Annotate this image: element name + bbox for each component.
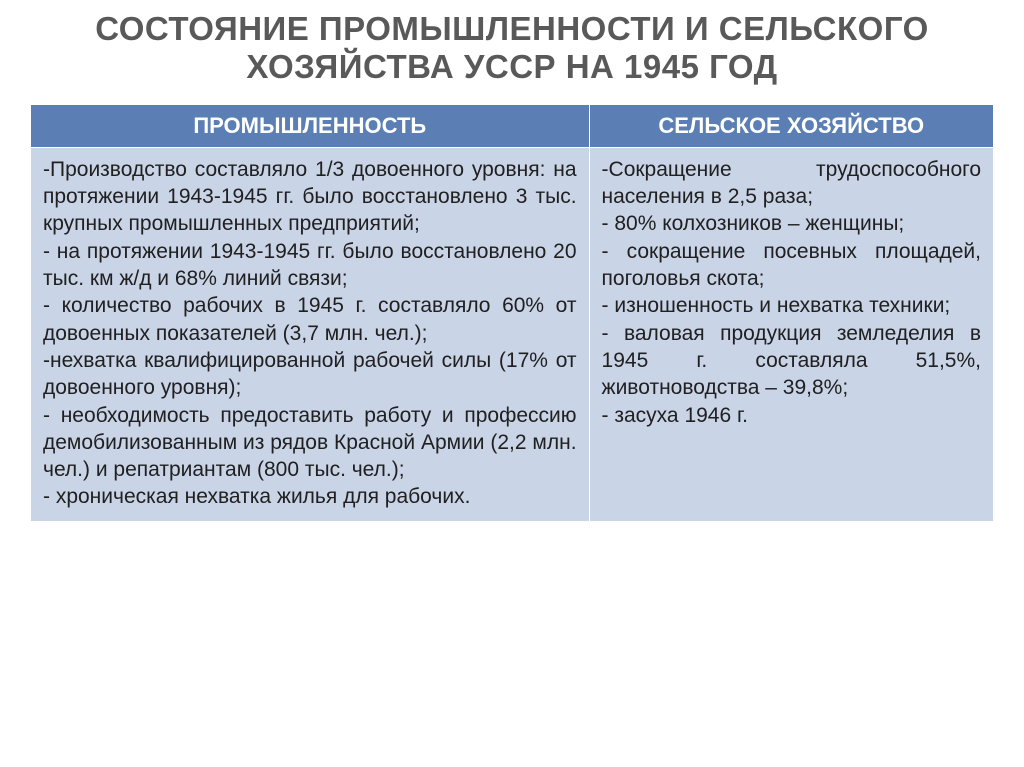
cell-industry: -Производство составляло 1/3 довоенного … xyxy=(31,147,590,521)
cell-agriculture: -Сокращение трудоспособного населения в … xyxy=(589,147,993,521)
comparison-table: ПРОМЫШЛЕННОСТЬ СЕЛЬСКОЕ ХОЗЯЙСТВО -Произ… xyxy=(30,104,994,522)
table-row: -Производство составляло 1/3 довоенного … xyxy=(31,147,994,521)
header-agriculture: СЕЛЬСКОЕ ХОЗЯЙСТВО xyxy=(589,104,993,147)
table-header-row: ПРОМЫШЛЕННОСТЬ СЕЛЬСКОЕ ХОЗЯЙСТВО xyxy=(31,104,994,147)
slide-title: СОСТОЯНИЕ ПРОМЫШЛЕННОСТИ И СЕЛЬСКОГО ХОЗ… xyxy=(30,10,994,86)
header-industry: ПРОМЫШЛЕННОСТЬ xyxy=(31,104,590,147)
slide-container: СОСТОЯНИЕ ПРОМЫШЛЕННОСТИ И СЕЛЬСКОГО ХОЗ… xyxy=(0,0,1024,767)
